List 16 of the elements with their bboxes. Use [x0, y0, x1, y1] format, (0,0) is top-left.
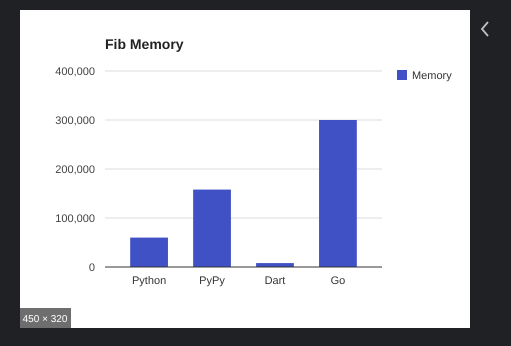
bar	[256, 263, 294, 267]
y-tick-label: 200,000	[55, 164, 95, 176]
x-tick-label: Dart	[264, 275, 286, 287]
x-tick-label: Python	[132, 275, 166, 287]
bar	[130, 238, 168, 267]
legend-label: Memory	[412, 70, 452, 82]
chart-title: Fib Memory	[105, 36, 184, 52]
bar	[319, 120, 357, 267]
y-tick-label: 100,000	[55, 212, 95, 225]
y-tick-label: 300,000	[55, 114, 95, 127]
bar	[193, 190, 231, 267]
x-tick-label: PyPy	[199, 275, 226, 287]
y-tick-label: 0	[88, 262, 95, 274]
x-tick-label: Go	[330, 275, 346, 287]
y-tick-label: 400,000	[55, 66, 95, 78]
text: 450 × 320	[22, 314, 68, 325]
